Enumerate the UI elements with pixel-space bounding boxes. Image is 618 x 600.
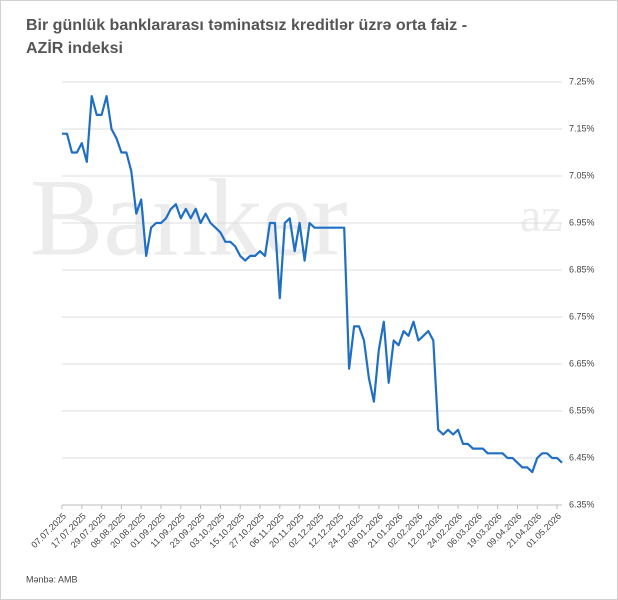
chart-title: Bir günlük banklararası təminatsız kredi… <box>26 17 467 34</box>
y-tick-label: 7.05% <box>569 170 595 180</box>
y-tick-label: 6.55% <box>569 405 595 415</box>
y-tick-label: 7.15% <box>569 123 595 133</box>
y-tick-label: 6.85% <box>569 264 595 274</box>
chart-title: AZİR indeksi <box>26 39 123 57</box>
y-tick-label: 6.75% <box>569 311 595 321</box>
y-tick-label: 6.65% <box>569 358 595 368</box>
y-tick-label: 6.95% <box>569 217 595 227</box>
y-tick-label: 6.45% <box>569 452 595 462</box>
watermark: Banker <box>30 156 348 278</box>
source-note: Mənbə: AMB <box>26 574 78 584</box>
line-series <box>62 95 563 474</box>
y-tick-label: 6.35% <box>569 499 595 509</box>
y-tick-label: 7.25% <box>569 76 595 86</box>
watermark-suffix: az <box>520 189 563 242</box>
